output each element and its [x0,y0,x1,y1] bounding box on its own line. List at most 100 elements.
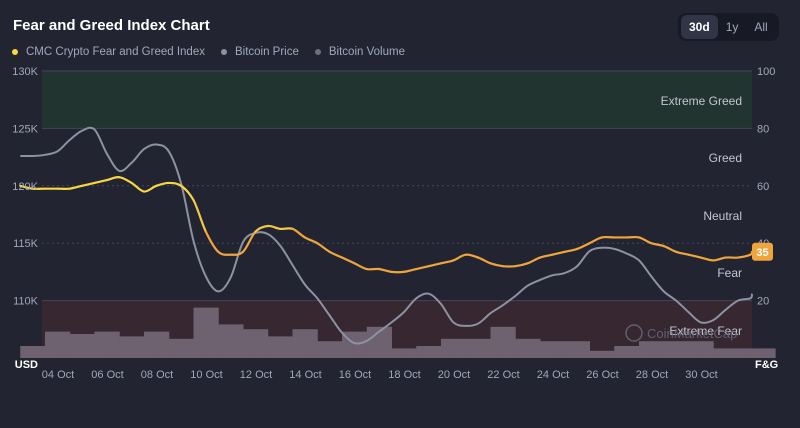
fear-greed-line-segment [229,250,245,256]
fear-greed-line-segment [402,267,418,273]
current-value-text: 35 [756,247,768,259]
volume-bar [552,341,566,358]
fear-greed-line-segment [538,253,554,259]
fear-greed-line-segment [93,178,108,185]
zone-label: Fear [717,266,742,280]
fear-greed-line-segment [452,253,467,262]
fear-greed-line-segment [477,256,492,265]
fear-greed-line-segment [650,242,665,248]
legend-item-bitcoin-price[interactable]: Bitcoin Price [220,46,299,58]
volume-bar [218,324,232,358]
fear-greed-line-segment [675,250,690,256]
fear-greed-line-segment [130,181,146,193]
volume-bar [329,341,343,358]
x-tick: 20 Oct [438,369,470,381]
y-left-tick: 130K [12,66,38,78]
legend-label: Bitcoin Price [234,46,299,58]
volume-bar [243,329,256,358]
fear-greed-line-segment [118,176,133,185]
zone-label: Extreme Fear [669,324,742,338]
fear-greed-line-segment [687,253,702,259]
fear-greed-line-segment [551,250,566,256]
range-tabs: 30d 1y All [678,13,779,41]
fear-greed-line-segment [489,262,504,268]
volume-bar [230,324,244,358]
x-tick: 16 Oct [339,369,371,381]
volume-bar [614,346,628,358]
x-tick: 28 Oct [636,369,668,381]
volume-bar [515,338,529,358]
legend-item-bitcoin-volume[interactable]: Bitcoin Volume [314,46,405,58]
fear-greed-line-segment [563,247,579,253]
tab-30d[interactable]: 30d [681,15,718,39]
fear-greed-line-segment [217,250,232,256]
x-tick: 06 Oct [91,369,123,381]
volume-bar [762,348,776,358]
chart-title: Fear and Greed Index Chart [13,17,210,34]
volume-bar [676,341,689,358]
volume-bar [168,338,182,358]
x-tick: 22 Oct [487,369,519,381]
volume-bar [379,326,392,358]
volume-bar [267,336,281,358]
volume-bar [601,350,615,358]
zone-label: Neutral [703,209,742,223]
volume-bar [502,326,516,358]
fear-greed-line-segment [749,250,754,256]
volume-bar [651,341,665,358]
zone-label: Greed [709,151,742,165]
volume-bar [453,338,467,358]
legend-item-fear-greed[interactable]: CMC Crypto Fear and Greed Index [12,46,205,58]
fear-greed-line-segment [464,253,480,259]
fear-greed-line-segment [316,242,331,253]
volume-bar [564,341,578,358]
volume-bar [45,331,58,358]
bitcoin-price-line [20,126,753,345]
volume-bar [317,341,331,358]
volume-bar [478,338,491,358]
tab-all[interactable]: All [754,20,768,34]
y-right-tick: 80 [757,123,769,135]
tab-1y[interactable]: 1y [725,20,739,34]
volume-bar [441,338,454,358]
fear-greed-line-segment [712,256,727,262]
y-left-unit: USD [15,359,38,371]
x-tick: 30 Oct [685,369,717,381]
volume-bar [750,348,764,358]
volume-bar [725,348,739,358]
y-left-tick: 115K [13,238,39,250]
fear-greed-line-segment [167,181,183,187]
fear-greed-line-segment [378,267,393,273]
volume-bar [255,329,269,358]
fear-greed-line-segment [266,224,282,230]
fear-greed-line-segment [254,224,269,233]
current-value-badge [752,242,773,261]
x-tick: 04 Oct [42,369,74,381]
fear-greed-line-segment [340,256,356,265]
watermark-logo-icon [625,324,643,342]
volume-bar [490,326,504,358]
fear-greed-line-segment [19,184,34,190]
volume-bar [57,331,71,358]
x-tick: 14 Oct [289,369,321,381]
volume-bar [540,341,553,358]
volume-bar [577,341,590,358]
volume-bar [156,331,170,358]
x-tick: 18 Oct [388,369,420,381]
fear-greed-line-segment [192,199,207,233]
chart-legend: CMC Crypto Fear and Greed Index Bitcoin … [12,46,421,58]
fear-greed-line-segment [526,256,542,265]
fear-greed-line-segment [415,265,430,271]
x-tick: 08 Oct [141,369,173,381]
volume-bar [342,331,355,358]
legend-label: CMC Crypto Fear and Greed Index [26,46,205,58]
volume-bar [416,346,430,358]
volume-bar [82,334,95,358]
volume-bar [391,348,405,358]
fear-greed-line-segment [68,184,84,190]
fear-greed-line-segment [439,259,455,265]
volume-bar [144,331,157,358]
volume-bar [20,346,34,358]
